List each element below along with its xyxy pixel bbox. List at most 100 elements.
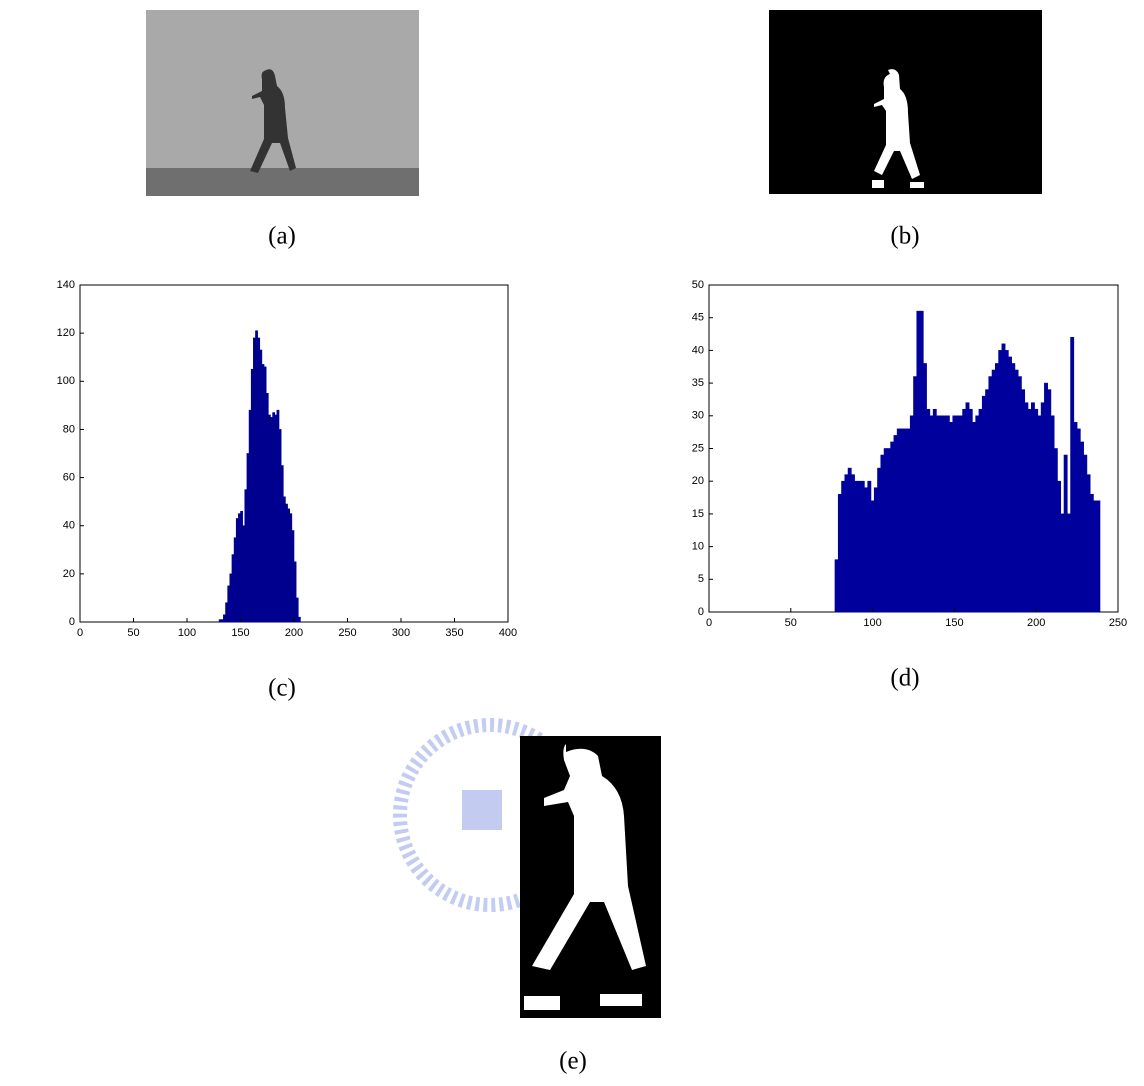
bar — [1097, 501, 1100, 612]
bar — [1038, 416, 1041, 612]
bar — [989, 377, 992, 612]
bar — [275, 415, 277, 622]
bar — [1093, 501, 1096, 612]
y-tick-label: 30 — [692, 410, 704, 422]
bar — [855, 481, 858, 612]
bar — [946, 416, 949, 612]
bar — [904, 429, 907, 612]
bar — [884, 449, 887, 613]
caption: (d) — [890, 665, 919, 692]
y-tick-label: 10 — [692, 541, 704, 553]
y-tick-label: 25 — [692, 442, 704, 454]
bar — [995, 363, 998, 612]
y-tick-label: 0 — [69, 616, 75, 628]
bar — [258, 338, 260, 622]
bar — [255, 331, 257, 622]
y-tick-label: 50 — [692, 279, 704, 291]
bar — [1071, 337, 1074, 612]
bar — [1074, 422, 1077, 612]
mask-frame — [769, 10, 1042, 194]
bar — [238, 514, 240, 622]
bar — [1025, 403, 1028, 612]
bar — [897, 429, 900, 612]
y-tick-label: 140 — [57, 279, 75, 291]
bar — [1005, 350, 1008, 612]
x-tick-label: 150 — [231, 627, 249, 639]
bar — [966, 403, 969, 612]
x-tick-label: 50 — [785, 617, 797, 629]
bar — [243, 526, 245, 622]
bar — [940, 416, 943, 612]
bar — [943, 416, 946, 612]
y-tick-label: 100 — [57, 375, 75, 387]
bar — [858, 481, 861, 612]
bar — [228, 586, 230, 622]
bar — [253, 338, 255, 622]
bar — [848, 468, 851, 612]
y-tick-label: 40 — [63, 520, 75, 532]
y-tick-label: 60 — [63, 471, 75, 483]
bar — [1012, 363, 1015, 612]
x-tick-label: 150 — [945, 617, 963, 629]
bar — [1008, 357, 1011, 612]
bar — [223, 615, 225, 622]
bar — [972, 422, 975, 612]
bar — [927, 409, 930, 612]
bar — [234, 538, 236, 622]
crop-mask — [520, 736, 661, 1018]
bar — [283, 497, 285, 622]
bar — [949, 422, 952, 612]
bar — [221, 620, 223, 622]
bar — [1018, 377, 1021, 612]
bar — [279, 429, 281, 622]
page: (a) (b) (c) (d) (e) 05010015020025030035… — [0, 0, 1144, 1086]
bar — [930, 416, 933, 612]
bar — [1087, 475, 1090, 612]
bar — [914, 377, 917, 612]
bar — [1044, 383, 1047, 612]
y-tick-label: 0 — [698, 606, 704, 618]
bar — [1021, 390, 1024, 612]
bar — [290, 514, 292, 622]
bar — [835, 560, 838, 612]
bar — [292, 531, 294, 622]
bar — [851, 475, 854, 612]
photo-frame — [146, 10, 419, 196]
bar — [982, 396, 985, 612]
bar — [1080, 442, 1083, 612]
x-tick-label: 250 — [338, 627, 356, 639]
caption: (c) — [268, 675, 296, 702]
bar — [1028, 409, 1031, 612]
x-tick-label: 300 — [392, 627, 410, 639]
bar — [956, 416, 959, 612]
bar — [842, 481, 845, 612]
bar — [236, 518, 238, 622]
bar — [226, 603, 228, 622]
bar — [920, 311, 923, 612]
caption: (b) — [890, 223, 919, 250]
bar — [241, 511, 243, 622]
bar — [247, 454, 249, 623]
y-tick-label: 35 — [692, 377, 704, 389]
bar — [976, 416, 979, 612]
bar — [270, 417, 272, 622]
bar — [264, 367, 266, 622]
bar — [249, 410, 251, 622]
y-tick-label: 20 — [63, 568, 75, 580]
figure: (a) (b) (c) (d) (e) 05010015020025030035… — [0, 0, 1144, 1086]
bar — [910, 416, 913, 612]
bar — [1057, 481, 1060, 612]
y-tick-label: 5 — [698, 573, 704, 585]
bar — [268, 415, 270, 622]
x-tick-label: 350 — [445, 627, 463, 639]
bar — [992, 370, 995, 612]
bar — [969, 409, 972, 612]
bar — [838, 494, 841, 612]
bar — [900, 429, 903, 612]
bar — [985, 390, 988, 612]
bar — [953, 416, 956, 612]
x-tick-label: 200 — [1027, 617, 1045, 629]
bar — [219, 620, 221, 622]
x-tick-label: 100 — [863, 617, 881, 629]
caption: (a) — [268, 223, 296, 250]
